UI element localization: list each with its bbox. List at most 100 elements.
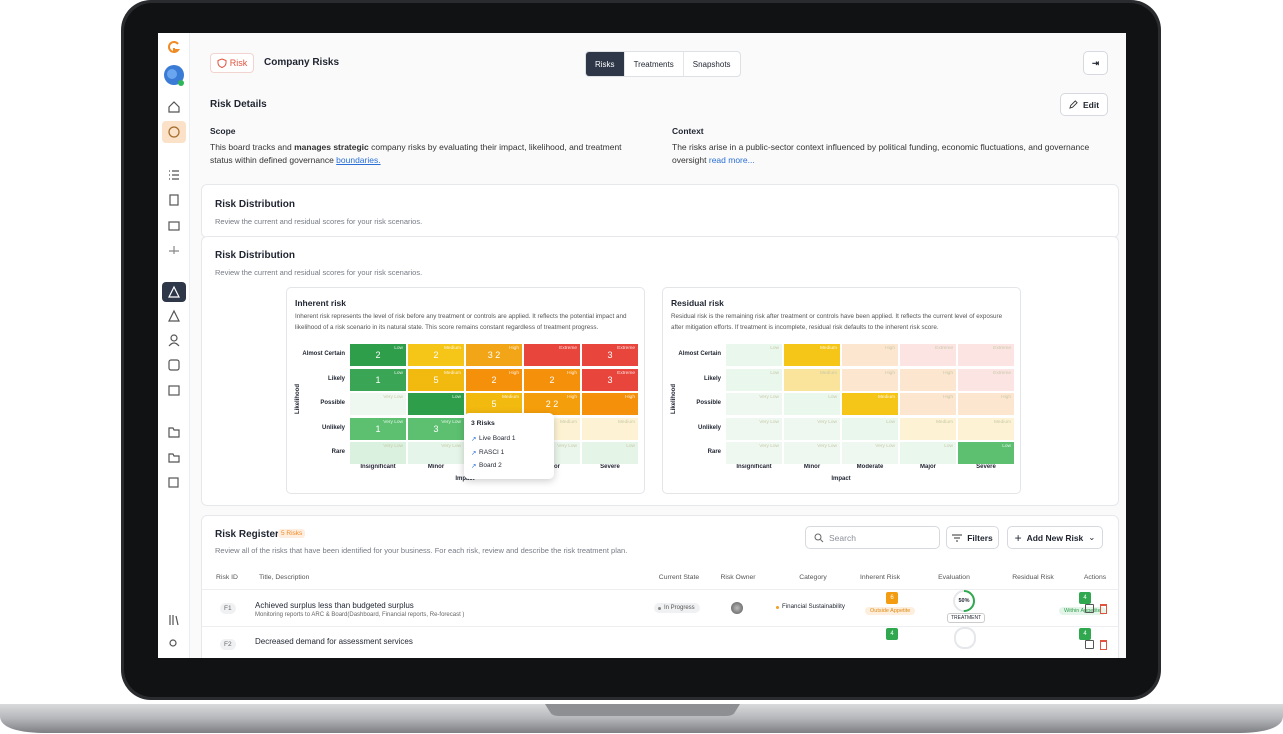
cell-level: Medium <box>443 370 461 376</box>
home-icon[interactable] <box>167 100 181 114</box>
nav-icon[interactable] <box>167 358 181 372</box>
evaluation-ring <box>953 590 975 612</box>
matrix-cell: Very Low <box>350 393 406 415</box>
col-label: Minor <box>427 464 445 470</box>
matrix-cell: Low <box>582 442 638 464</box>
edit-action[interactable] <box>1085 640 1094 649</box>
nav-icon[interactable] <box>167 450 181 464</box>
matrix-cell[interactable]: High 2 2 <box>524 393 580 415</box>
cell-count: 3 <box>607 350 613 360</box>
search-box[interactable]: Search <box>805 526 940 549</box>
cell-level: Low <box>394 370 403 376</box>
filters-button[interactable]: Filters <box>946 526 999 549</box>
cell-level: Extreme <box>993 370 1011 376</box>
matrix-cell[interactable]: Low 1 <box>350 368 406 391</box>
nav-icon[interactable] <box>167 125 181 139</box>
exit-button[interactable]: ⇥ <box>1083 51 1108 75</box>
risk-title[interactable]: Achieved surplus less than budgeted surp… <box>255 601 414 610</box>
panel-description: Residual risk is the remaining risk afte… <box>671 313 1003 331</box>
tooltip-item[interactable]: Board 2 <box>479 462 502 469</box>
cell-level: Low <box>452 395 461 400</box>
nav-icon[interactable] <box>167 638 181 652</box>
tab[interactable]: Snapshots <box>682 52 740 76</box>
cell-level: Low <box>886 419 895 425</box>
add-risk-button[interactable]: + Add New Risk ⌄ <box>1007 526 1103 549</box>
active-nav[interactable] <box>162 282 186 302</box>
cell-level: Medium <box>819 370 837 376</box>
nav-icon[interactable] <box>167 475 181 489</box>
matrix-cell[interactable]: Extreme 3 <box>582 344 638 366</box>
residual-badge: 4 <box>1079 628 1091 640</box>
delete-action[interactable] <box>1100 604 1107 614</box>
avatar <box>164 65 184 86</box>
nav-icon[interactable] <box>167 613 181 627</box>
cell-level: Medium <box>993 419 1011 425</box>
matrix-cell[interactable]: High 2 <box>466 368 522 391</box>
header-divider <box>202 589 1118 590</box>
matrix-cell: Extreme <box>958 344 1014 366</box>
filters-label: Filters <box>967 532 993 543</box>
card-subtitle: Review the current and residual scores f… <box>215 217 423 226</box>
tab[interactable]: Risks <box>586 52 624 76</box>
matrix-cell: Low <box>842 417 898 440</box>
column-header: Inherent Risk <box>859 574 901 581</box>
matrix-cell[interactable]: High 2 <box>524 368 580 391</box>
risk-title[interactable]: Decreased demand for assessment services <box>255 637 413 646</box>
matrix-cell[interactable]: Medium 5 <box>408 368 464 391</box>
cell-level: High <box>567 395 577 400</box>
risk-description: Monitoring reports to ARC & Board(Dashbo… <box>255 612 465 618</box>
nav-icon[interactable] <box>167 243 181 257</box>
tooltip-title: 3 Risks <box>471 420 495 427</box>
text: company risks by evaluating their impact… <box>210 142 622 165</box>
nav-icon[interactable] <box>167 193 181 207</box>
matrix-cell: Very Low <box>784 442 840 464</box>
nav-icon[interactable] <box>167 168 181 182</box>
cell-level: Low <box>1002 444 1011 449</box>
column-header: Title, Description <box>259 574 310 581</box>
y-axis-label: Likelihood <box>295 384 301 414</box>
nav-icon[interactable] <box>167 218 181 232</box>
edit-action[interactable] <box>1085 604 1094 613</box>
matrix-cell: Low <box>726 344 782 366</box>
evaluation-status: TREATMENT <box>947 613 986 623</box>
nav-icon[interactable] <box>167 309 181 323</box>
matrix-cell[interactable]: Medium 2 <box>408 344 464 366</box>
matrix-cell[interactable]: Very Low 1 <box>350 417 406 440</box>
matrix-cell[interactable]: High 3 2 <box>466 344 522 366</box>
evaluation-ring <box>954 627 976 649</box>
column-header: Evaluation <box>938 574 970 581</box>
row-divider <box>202 626 1118 627</box>
tooltip-item[interactable]: Live Board 1 <box>479 435 516 442</box>
matrix-cell: Extreme <box>524 344 580 366</box>
link[interactable]: read more... <box>708 155 755 165</box>
tooltip-item[interactable]: RASCI 1 <box>479 448 505 456</box>
cell-level: Low <box>828 395 837 400</box>
nav-icon[interactable] <box>167 383 181 397</box>
matrix-cell[interactable]: Extreme 3 <box>582 368 638 391</box>
cell-level: High <box>509 346 519 351</box>
matrix-cell: High <box>842 344 898 366</box>
scope-text: This board tracks and manages strategic … <box>210 141 640 167</box>
matrix-cell: Low <box>784 393 840 415</box>
active-nav[interactable] <box>162 121 186 143</box>
matrix-cell: Low <box>900 442 956 464</box>
nav-icon[interactable] <box>167 285 181 299</box>
edit-label: Edit <box>1082 99 1100 110</box>
delete-action[interactable] <box>1100 640 1107 650</box>
nav-icon[interactable] <box>167 333 181 347</box>
matrix-cell: High <box>582 393 638 415</box>
nav-icon[interactable] <box>167 425 181 439</box>
matrix-cell[interactable]: Medium 5 <box>466 393 522 415</box>
x-axis-label: Impact <box>831 476 851 482</box>
card-title: Risk Register <box>215 529 279 540</box>
cell-level: Low <box>626 444 635 449</box>
edit-button[interactable]: Edit <box>1060 93 1108 116</box>
matrix-cell[interactable]: Low 2 <box>350 344 406 366</box>
matrix-cell: Low <box>408 393 464 415</box>
matrix-cell[interactable]: Very Low 3 <box>408 417 464 440</box>
cell-level: Medium <box>559 419 577 425</box>
state-dot <box>658 607 661 610</box>
link[interactable]: boundaries. <box>336 155 381 165</box>
cell-level: Very Low <box>817 419 837 425</box>
tab[interactable]: Treatments <box>623 52 683 76</box>
